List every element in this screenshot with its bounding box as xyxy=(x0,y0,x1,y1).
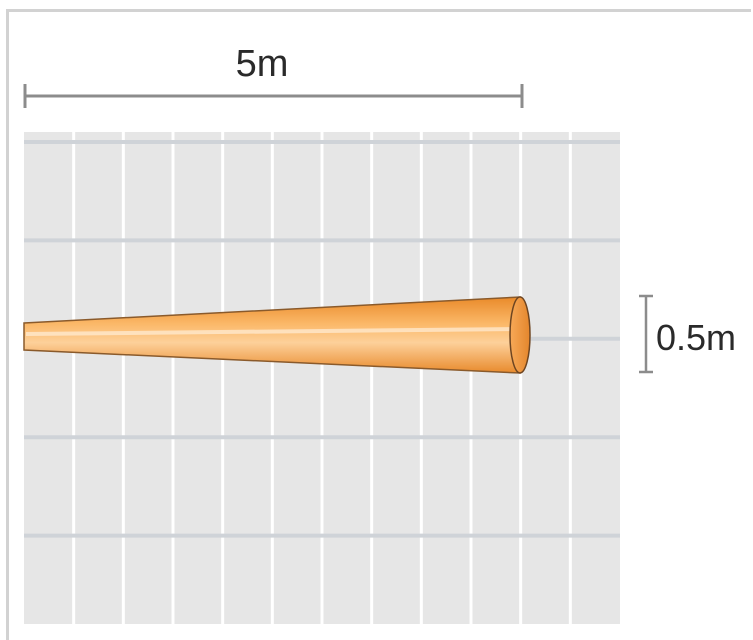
length-dimension: 5m xyxy=(23,43,524,108)
width-dimension: 0.5m xyxy=(639,294,736,374)
cone-highlight xyxy=(25,327,521,336)
width-label: 0.5m xyxy=(656,317,736,358)
cone-end-cap xyxy=(509,296,531,374)
length-label: 5m xyxy=(236,43,289,85)
grid xyxy=(24,132,620,624)
cone xyxy=(23,296,531,374)
